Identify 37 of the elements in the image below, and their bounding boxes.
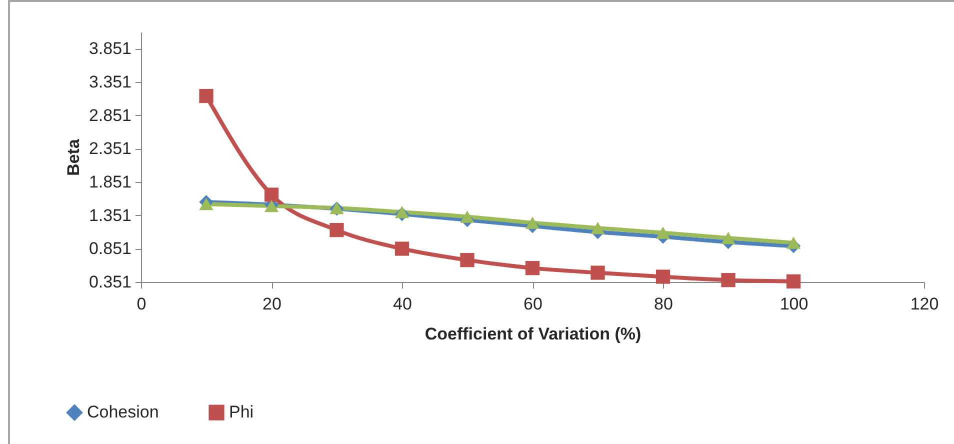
- y-tick-label: 0.351: [88, 272, 132, 292]
- point: [786, 274, 801, 288]
- x-tick-label: 80: [654, 294, 673, 314]
- point: [264, 188, 279, 202]
- y-tick-label: 0.851: [88, 239, 132, 258]
- x-tick-label: 0: [136, 294, 146, 314]
- legend-label: Cohesion: [87, 402, 159, 422]
- point: [721, 232, 736, 244]
- y-tick-label: 2.351: [88, 139, 132, 158]
- point: [199, 198, 214, 210]
- x-tick-label: 20: [262, 294, 282, 314]
- point: [199, 88, 214, 104]
- point: [460, 252, 474, 268]
- point: [330, 222, 344, 238]
- y-axis-title: Beta: [64, 138, 83, 176]
- y-tick-label: 3.851: [88, 39, 132, 58]
- x-axis-title: Coefficient of Variation (%): [424, 324, 642, 344]
- point: [590, 266, 605, 280]
- y-tick-label: 1.351: [88, 206, 132, 225]
- legend-label: Phi: [229, 402, 254, 422]
- point: [525, 260, 540, 276]
- x-tick-label: 40: [393, 294, 412, 314]
- point: [460, 210, 474, 223]
- y-tick-label: 1.851: [88, 172, 132, 192]
- x-tick-label: 100: [780, 294, 808, 314]
- point: [590, 222, 605, 234]
- point: [786, 236, 801, 249]
- point: [656, 270, 670, 284]
- point: [394, 242, 410, 256]
- x-tick-label: 60: [524, 294, 542, 314]
- y-tick-label: 2.851: [88, 106, 132, 125]
- y-tick-label: 3.351: [88, 72, 132, 92]
- point: [525, 216, 540, 229]
- point: [721, 272, 736, 288]
- x-tick-label: 120: [910, 294, 939, 314]
- point: [656, 226, 670, 239]
- point: [394, 206, 410, 218]
